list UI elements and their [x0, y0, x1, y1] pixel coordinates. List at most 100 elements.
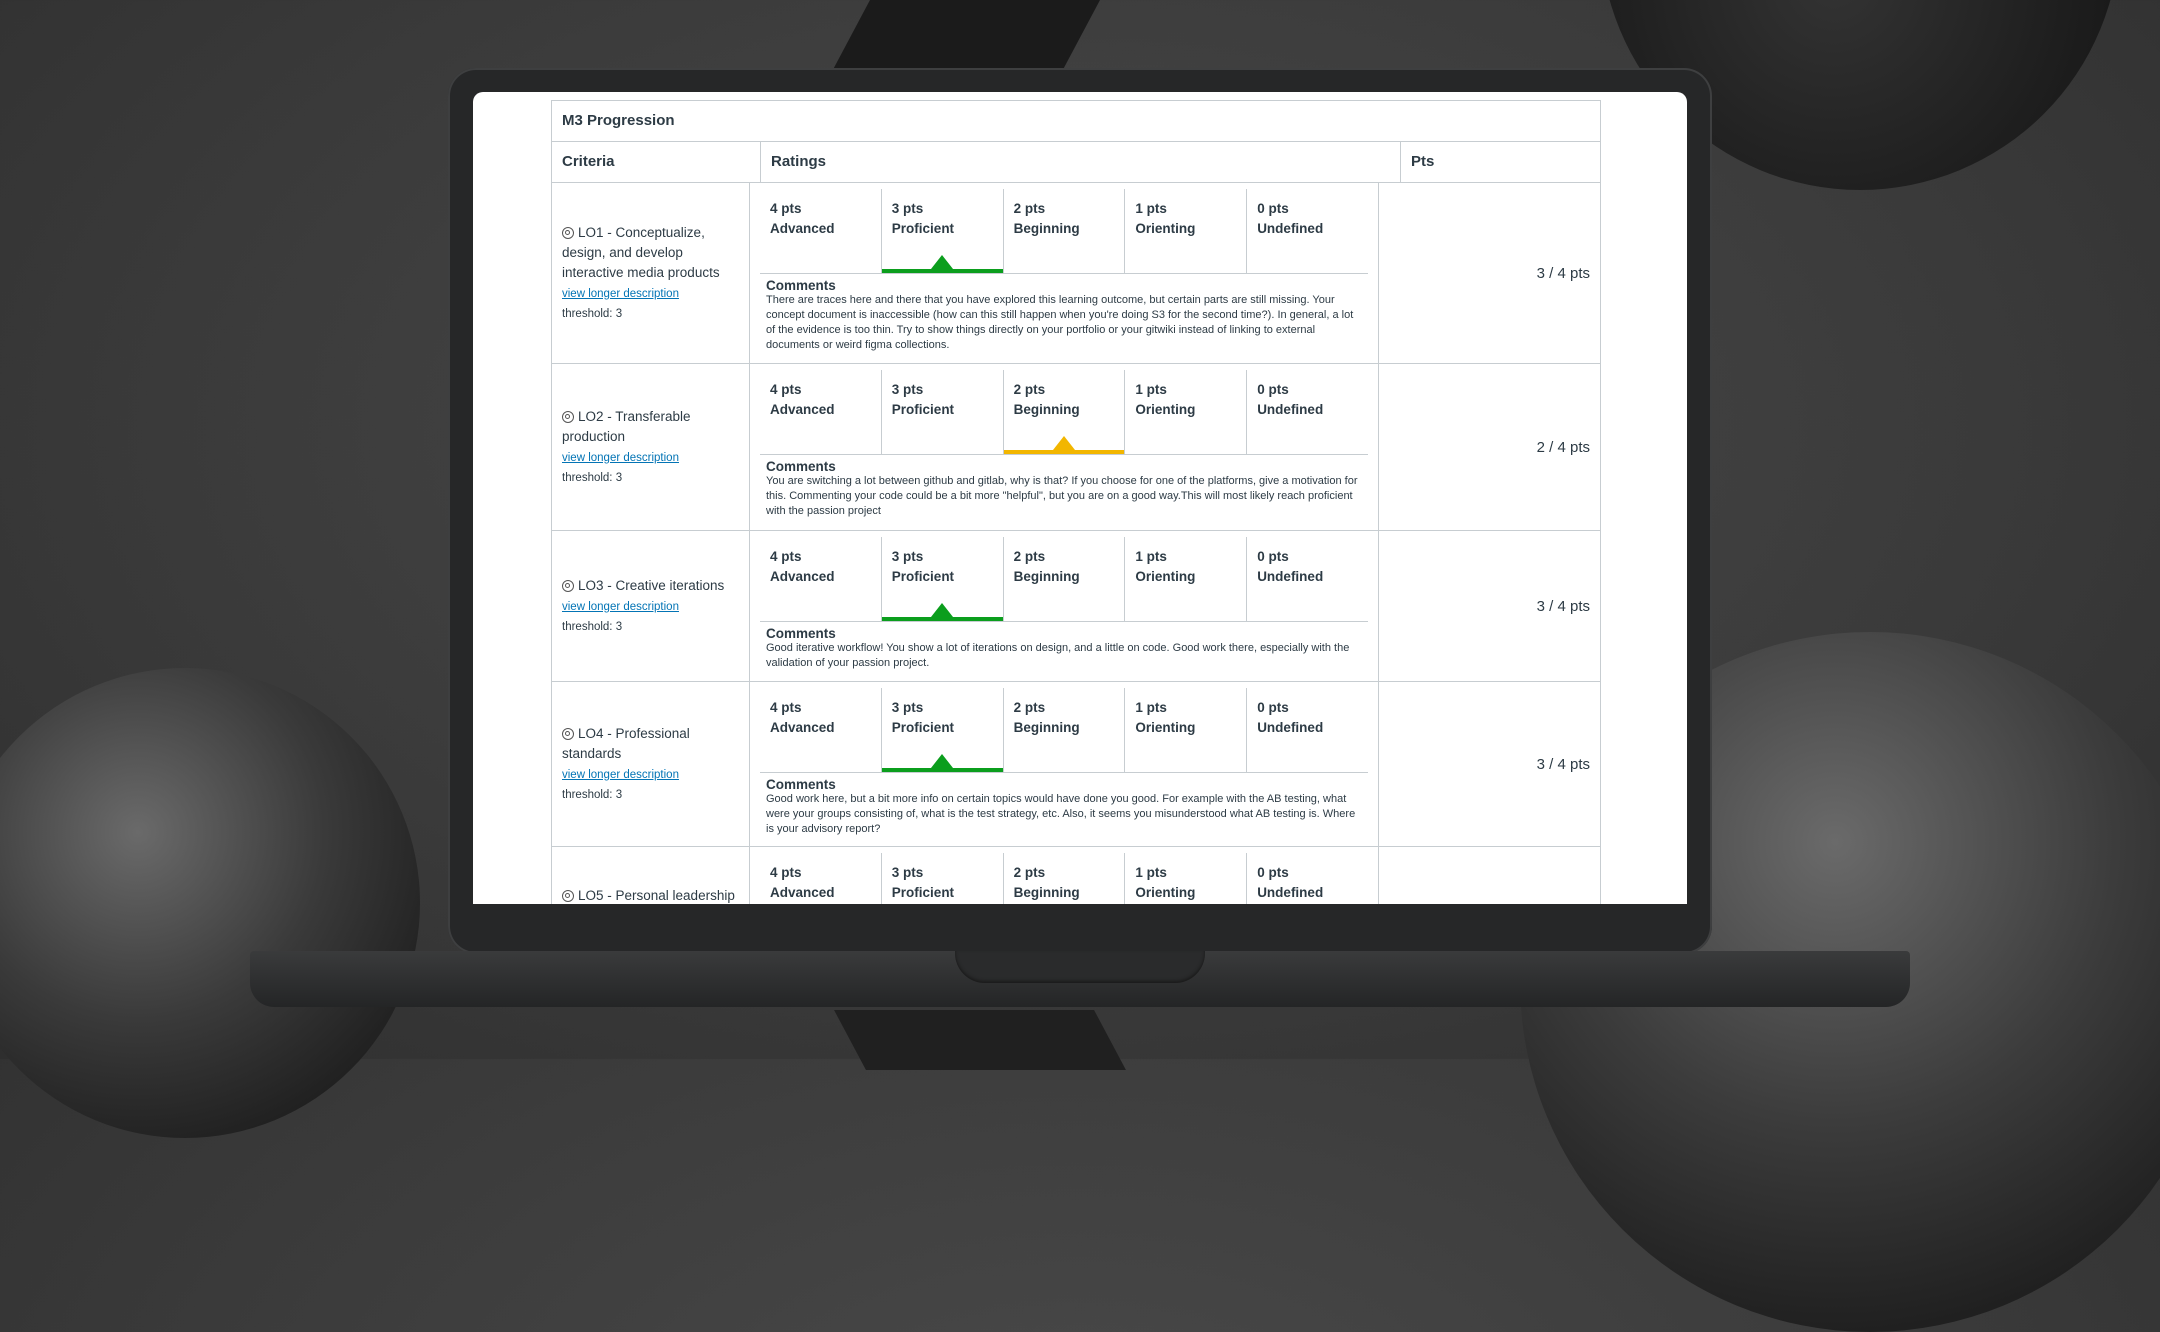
tier-label: Orienting [1135, 720, 1196, 735]
background-band-top [832, 0, 1100, 70]
score-cell: 3 / 4 pts [1379, 183, 1600, 363]
tier-label: Orienting [1135, 569, 1196, 584]
rating-tier[interactable]: 1 pts Orienting [1125, 688, 1248, 772]
rating-tier[interactable]: 3 pts Proficient [881, 688, 1004, 772]
rating-tier[interactable]: 0 pts Undefined [1247, 853, 1368, 904]
outcome-icon [562, 727, 574, 740]
criterion-cell: LO3 - Creative iterations view longer des… [552, 531, 750, 681]
comments-label: Comments [766, 278, 836, 293]
score-cell: 2 / 4 pts [1379, 364, 1600, 530]
rating-tier[interactable]: 1 pts Orienting [1125, 370, 1248, 454]
rating-tiers: 4 pts Advanced 3 pts Proficient 2 pts Beginni… [760, 189, 1368, 274]
selected-marker-icon [931, 754, 954, 768]
comments-text: There are traces here and there that you… [766, 294, 1354, 351]
rubric-header: Criteria Ratings Pts [552, 142, 1600, 183]
tier-label: Undefined [1257, 720, 1324, 735]
rating-tier[interactable]: 3 pts Proficient [881, 189, 1004, 273]
rating-tier[interactable]: 3 pts Proficient [882, 853, 1004, 904]
tier-label: Undefined [1257, 569, 1324, 584]
ratings-cell: 4 pts Advanced 3 pts Proficient 2 pts Beginni… [750, 682, 1379, 846]
tier-label: Proficient [891, 402, 955, 417]
threshold-text: threshold: 3 [562, 620, 623, 633]
rating-tier[interactable]: 4 pts Advanced [760, 189, 882, 273]
tier-label: Beginning [1013, 720, 1080, 735]
background-sphere-left [0, 668, 420, 1138]
rating-tier[interactable]: 2 pts Beginning [1004, 189, 1126, 273]
criterion-title: LO2 - Transferable production [562, 407, 739, 447]
rating-tier[interactable]: 4 pts Advanced [760, 688, 882, 772]
tier-label: Beginning [1013, 885, 1080, 900]
criterion-text: LO5 - Personal leadership [578, 888, 735, 903]
rating-tier[interactable]: 0 pts Undefined [1247, 537, 1368, 621]
tier-label: Advanced [770, 885, 835, 900]
tier-label: Undefined [1257, 402, 1324, 417]
rating-tier[interactable]: 4 pts Advanced [760, 853, 882, 904]
tier-points: 2 pts [1013, 700, 1046, 715]
rubric-title: M3 Progression [552, 101, 1600, 142]
selected-marker-icon [1052, 436, 1075, 450]
criterion-row: LO1 - Conceptualize, design, and develop… [552, 183, 1600, 364]
tier-points: 3 pts [891, 201, 924, 216]
comments-block: Comments Good work here, but a bit more i… [760, 773, 1368, 837]
criterion-text: LO3 - Creative iterations [578, 577, 725, 593]
criterion-row: LO2 - Transferable production view longer… [552, 364, 1600, 531]
criterion-title: LO1 - Conceptualize, design, and develop… [562, 223, 739, 283]
rating-tier[interactable]: 3 pts Proficient [882, 370, 1004, 454]
view-longer-description-link[interactable]: view longer description [562, 451, 679, 464]
criterion-title: LO5 - Personal leadership [562, 886, 739, 904]
ratings-cell: 4 pts Advanced 3 pts Proficient 2 pts Beginni… [750, 364, 1379, 530]
selected-marker-icon [931, 603, 954, 617]
view-longer-description-link[interactable]: view longer description [562, 768, 679, 781]
tier-label: Proficient [891, 221, 955, 236]
tier-points: 0 pts [1257, 549, 1289, 564]
outcome-icon [562, 410, 574, 423]
rating-tier[interactable]: 2 pts Beginning [1004, 688, 1126, 772]
rating-tier[interactable]: 1 pts Orienting [1125, 537, 1248, 621]
comments-block: Comments There are traces here and there … [760, 274, 1368, 353]
comments-block: Comments Good iterative workflow! You sho… [760, 622, 1368, 671]
outcome-icon [562, 226, 574, 239]
rating-tier[interactable]: 3 pts Proficient [881, 537, 1004, 621]
threshold-text: threshold: 3 [562, 307, 623, 320]
rubric-table: M3 Progression Criteria Ratings Pts LO1 … [551, 100, 1601, 904]
header-ratings: Ratings [761, 142, 1401, 182]
rating-tier[interactable]: 4 pts Advanced [760, 537, 882, 621]
score-text: 3 / 4 pts [1536, 597, 1590, 615]
criterion-cell: LO5 - Personal leadershipview longer des… [552, 847, 750, 904]
tier-points: 3 pts [891, 382, 924, 397]
comments-label: Comments [766, 626, 836, 641]
tier-points: 1 pts [1135, 865, 1167, 880]
comments-text: Good work here, but a bit more info on c… [766, 793, 1356, 835]
rating-tier[interactable]: 4 pts Advanced [760, 370, 882, 454]
criterion-row: LO5 - Personal leadershipview longer des… [552, 847, 1600, 904]
tier-points: 4 pts [770, 865, 802, 880]
rating-tier[interactable]: 2 pts Beginning [1004, 853, 1126, 904]
tier-points: 1 pts [1135, 700, 1167, 715]
rating-tier[interactable]: 2 pts Beginning [1003, 370, 1126, 454]
rating-tier[interactable]: 0 pts Undefined [1247, 189, 1368, 273]
criterion-title: LO3 - Creative iterations [562, 576, 739, 596]
rating-tier[interactable]: 0 pts Undefined [1247, 370, 1368, 454]
rating-tier[interactable]: 1 pts Orienting [1125, 853, 1248, 904]
ratings-cell: 4 pts Advanced 3 pts Proficient 2 pts Beginni… [750, 183, 1379, 363]
tier-points: 4 pts [770, 549, 802, 564]
laptop-screen: M3 Progression Criteria Ratings Pts LO1 … [473, 92, 1687, 904]
rating-tier[interactable]: 2 pts Beginning [1004, 537, 1126, 621]
tier-points: 1 pts [1135, 201, 1167, 216]
comments-label: Comments [766, 459, 836, 474]
score-cell: 3 / 4 pts [1379, 682, 1600, 846]
tier-points: 0 pts [1257, 865, 1289, 880]
tier-label: Proficient [891, 720, 955, 735]
view-longer-description-link[interactable]: view longer description [562, 287, 679, 300]
rating-tiers: 4 pts Advanced 3 pts Proficient 2 pts Beginni… [760, 853, 1368, 904]
tier-label: Advanced [770, 402, 835, 417]
view-longer-description-link[interactable]: view longer description [562, 600, 679, 613]
outcome-icon [562, 579, 574, 592]
tier-points: 0 pts [1257, 201, 1289, 216]
rating-tier[interactable]: 1 pts Orienting [1125, 189, 1248, 273]
tier-label: Undefined [1257, 221, 1324, 236]
tier-label: Advanced [770, 221, 835, 236]
score-text: 2 / 4 pts [1536, 438, 1590, 456]
rating-tier[interactable]: 0 pts Undefined [1247, 688, 1368, 772]
tier-label: Proficient [891, 885, 955, 900]
